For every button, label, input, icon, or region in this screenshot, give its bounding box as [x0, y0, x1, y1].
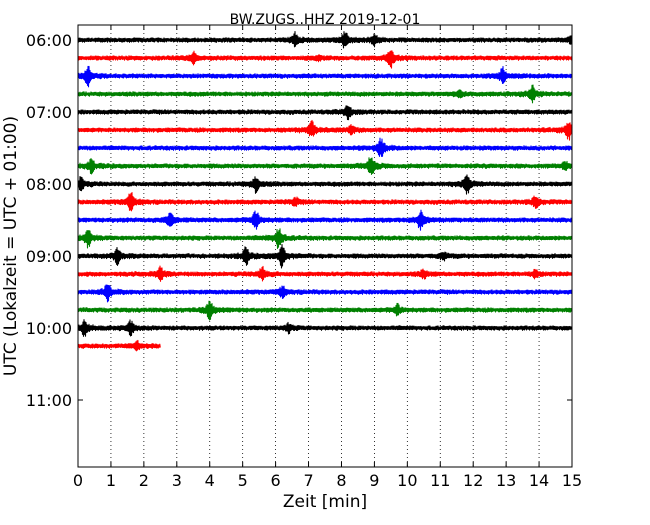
y-tick-label: 08:00: [26, 175, 72, 194]
trace-layer: [77, 31, 573, 352]
trace-line-0830: [77, 209, 573, 231]
y-tick-label: 07:00: [26, 103, 72, 122]
y-tick-label: 06:00: [26, 31, 72, 50]
x-tick-label: 10: [397, 471, 417, 490]
trace-line-0915: [77, 265, 573, 282]
trace-line-1015: [77, 339, 161, 352]
y-tick-label: 10:00: [26, 319, 72, 338]
trace-line-0730: [77, 137, 573, 157]
trace-line-0745: [77, 157, 573, 175]
trace-line-0715: [77, 119, 573, 141]
trace-line-1000: [77, 319, 573, 337]
trace-line-0815: [77, 192, 573, 212]
x-tick-label: 13: [496, 471, 516, 490]
x-tick-label: 2: [139, 471, 149, 490]
y-axis: 06:00 07:00 08:00 09:00 10:00 11:00: [26, 31, 572, 410]
trace-line-0630: [77, 65, 573, 88]
x-tick-label: 1: [106, 471, 116, 490]
trace-line-0845: [77, 228, 573, 250]
x-tick-label: 6: [271, 471, 281, 490]
trace-line-0930: [77, 284, 573, 303]
y-tick-label: 09:00: [26, 247, 72, 266]
plot-frame: [77, 24, 573, 468]
x-tick-label: 4: [205, 471, 215, 490]
trace-line-0945: [77, 300, 573, 321]
x-tick-label: 3: [172, 471, 182, 490]
x-tick-label: 14: [529, 471, 549, 490]
grid-layer: [110, 25, 540, 467]
trace-line-0645: [77, 84, 573, 104]
x-tick-label: 7: [303, 471, 313, 490]
x-tick-label: 12: [463, 471, 483, 490]
trace-line-0615: [77, 50, 573, 69]
y-axis-label: UTC (Lokalzeit = UTC + 01:00): [1, 116, 21, 376]
x-tick-label: 8: [336, 471, 346, 490]
x-axis: 0 1 2 3 4 5 6 7 8 9 10 11 12 13 14 15: [73, 25, 582, 490]
x-tick-label: 11: [430, 471, 450, 490]
x-tick-label: 5: [238, 471, 248, 490]
x-tick-label: 0: [73, 471, 83, 490]
trace-line-0700: [77, 105, 573, 121]
trace-line-0600: [77, 31, 573, 49]
y-tick-label: 11:00: [26, 391, 72, 410]
x-axis-label: Zeit [min]: [283, 492, 367, 512]
trace-line-0900: [77, 244, 573, 269]
chart-title: BW.ZUGS..HHZ 2019-12-01: [230, 12, 421, 28]
x-tick-label: 9: [369, 471, 379, 490]
trace-line-0800: [77, 174, 573, 195]
x-tick-label: 15: [562, 471, 582, 490]
